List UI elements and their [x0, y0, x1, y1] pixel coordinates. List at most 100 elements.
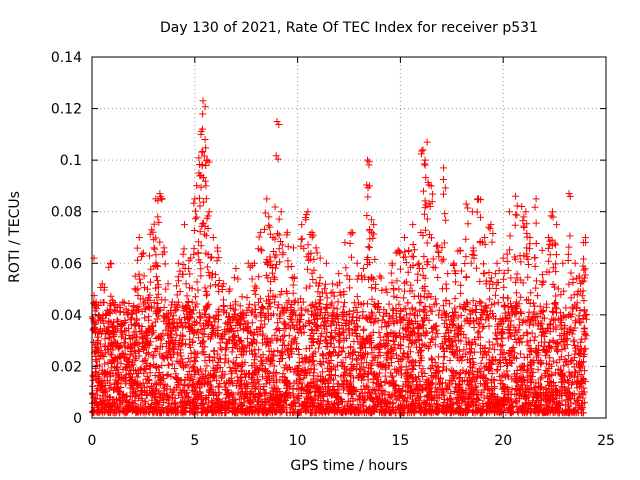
data-point: [516, 334, 524, 342]
data-point: [219, 302, 227, 310]
data-point: [273, 230, 281, 238]
data-point: [261, 209, 269, 217]
data-point: [335, 343, 343, 351]
data-point: [289, 408, 297, 416]
data-point: [561, 344, 569, 352]
data-point: [394, 248, 402, 256]
data-point: [364, 156, 372, 164]
data-point: [176, 287, 184, 295]
data-point: [322, 336, 330, 344]
data-point: [196, 314, 204, 322]
data-point: [483, 351, 491, 359]
data-point: [272, 326, 280, 334]
data-point: [304, 387, 312, 395]
data-point: [185, 320, 193, 328]
data-point: [342, 319, 350, 327]
data-point: [202, 182, 210, 190]
data-point: [427, 354, 435, 362]
data-point: [526, 300, 534, 308]
data-point: [394, 246, 402, 254]
data-point: [122, 409, 130, 417]
data-point: [357, 272, 365, 280]
data-point: [182, 408, 190, 416]
data-point: [238, 402, 246, 410]
data-point: [295, 329, 303, 337]
data-point: [109, 343, 117, 351]
data-point: [340, 405, 348, 413]
data-point: [277, 208, 285, 216]
data-point: [290, 379, 298, 387]
data-point: [543, 325, 551, 333]
data-point: [327, 322, 335, 330]
data-point: [114, 353, 122, 361]
data-point: [158, 376, 166, 384]
data-point: [147, 278, 155, 286]
data-point: [266, 358, 274, 366]
data-point: [520, 393, 528, 401]
data-point: [527, 358, 535, 366]
data-point: [184, 381, 192, 389]
data-point: [95, 374, 103, 382]
data-point: [166, 334, 174, 342]
data-point: [257, 228, 265, 236]
data-point: [345, 349, 353, 357]
data-point: [196, 172, 204, 180]
data-point: [526, 347, 534, 355]
data-point: [190, 227, 198, 235]
data-point: [260, 382, 268, 390]
data-point: [397, 371, 405, 379]
data-point: [427, 364, 435, 372]
data-point: [110, 333, 118, 341]
data-point: [553, 387, 561, 395]
data-point: [100, 386, 108, 394]
data-point: [213, 377, 221, 385]
data-point: [258, 303, 266, 311]
data-point: [466, 363, 474, 371]
data-point: [340, 334, 348, 342]
data-point: [167, 372, 175, 380]
data-point: [353, 293, 361, 301]
data-point: [349, 390, 357, 398]
data-point: [396, 313, 404, 321]
data-point: [195, 194, 203, 202]
data-point: [345, 307, 353, 315]
data-point: [246, 404, 254, 412]
data-point: [354, 404, 362, 412]
data-point: [112, 409, 120, 417]
data-point: [381, 388, 389, 396]
data-point: [486, 344, 494, 352]
data-point: [366, 404, 374, 412]
data-point: [281, 396, 289, 404]
data-point: [281, 321, 289, 329]
data-point: [200, 330, 208, 338]
data-point: [100, 353, 108, 361]
data-point: [131, 349, 139, 357]
data-point: [563, 341, 571, 349]
data-point: [158, 403, 166, 411]
data-point: [186, 307, 194, 315]
data-point: [529, 368, 537, 376]
data-point: [571, 350, 579, 358]
data-point: [131, 390, 139, 398]
data-point: [493, 397, 501, 405]
data-point: [218, 334, 226, 342]
data-point: [310, 369, 318, 377]
data-point: [329, 288, 337, 296]
data-point: [274, 155, 282, 163]
data-point: [407, 384, 415, 392]
data-point: [570, 373, 578, 381]
data-point: [155, 218, 163, 226]
data-point: [270, 352, 278, 360]
data-point: [420, 315, 428, 323]
data-point: [93, 387, 101, 395]
data-point: [205, 268, 213, 276]
data-point: [389, 305, 397, 313]
data-point: [404, 394, 412, 402]
data-point: [250, 337, 258, 345]
data-point: [541, 391, 549, 399]
data-point: [202, 304, 210, 312]
data-point: [133, 380, 141, 388]
data-point: [200, 311, 208, 319]
data-point: [197, 265, 205, 273]
data-point: [348, 313, 356, 321]
